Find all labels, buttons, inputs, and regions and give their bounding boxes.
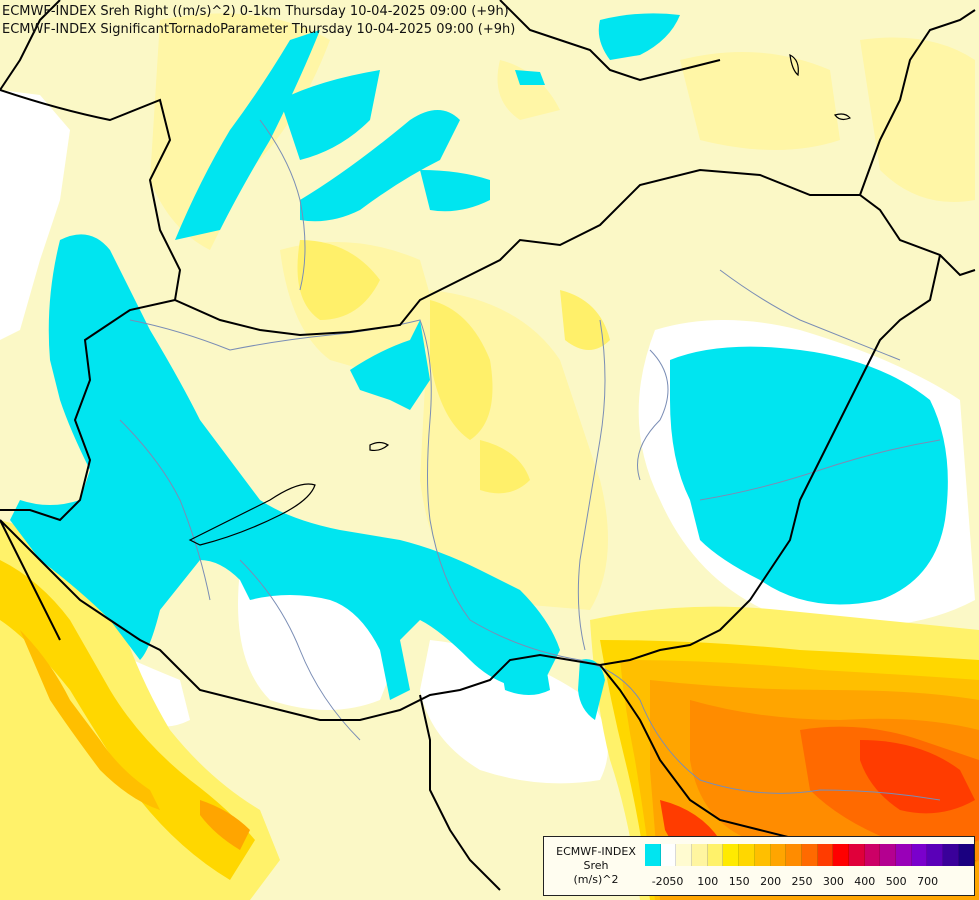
cyan-zones <box>10 13 948 720</box>
color-legend: ECMWF-INDEX Sreh (m/s)^2 -20 50 100 150 200 2… <box>543 836 975 896</box>
legend-tick-label: 150 <box>728 875 750 888</box>
rivers <box>119 119 941 801</box>
legend-tick-label: -20 <box>651 875 670 888</box>
legend-swatch <box>864 844 881 866</box>
legend-swatch <box>801 844 818 866</box>
legend-tick-label: 250 <box>791 875 813 888</box>
legend-swatch <box>707 844 724 866</box>
legend-swatch <box>848 844 865 866</box>
title-line-1: ECMWF-INDEX Sreh Right ((m/s)^2) 0-1km T… <box>2 4 509 19</box>
legend-title-line-1: ECMWF-INDEX <box>556 845 636 858</box>
legend-tick-label: 50 <box>669 875 684 888</box>
legend-swatch <box>786 844 802 866</box>
legend-swatch <box>676 844 693 866</box>
legend-swatch <box>739 844 755 866</box>
legend-tick-label: 200 <box>760 875 782 888</box>
legend-ticks: -20 50 100 150 200 250 300 400 500 700 <box>645 875 970 889</box>
legend-tick-label: 500 <box>885 875 907 888</box>
legend-swatch <box>645 844 661 866</box>
legend-swatch <box>911 844 928 866</box>
lakes <box>188 53 851 546</box>
legend-title: ECMWF-INDEX Sreh (m/s)^2 <box>548 845 644 887</box>
legend-title-line-2: Sreh <box>583 859 609 872</box>
legend-swatch <box>943 844 959 866</box>
legend-tick-label: 400 <box>854 875 876 888</box>
legend-title-line-3: (m/s)^2 <box>573 873 619 886</box>
legend-swatch <box>833 844 849 866</box>
southwest-warm-band <box>0 520 280 900</box>
legend-tick-label: 300 <box>822 875 844 888</box>
map-title: ECMWF-INDEX Sreh Right ((m/s)^2) 0-1km T… <box>2 3 515 39</box>
legend-swatch <box>817 844 834 866</box>
legend-swatch <box>723 844 740 866</box>
legend-tick-label: 700 <box>917 875 939 888</box>
legend-swatch <box>754 844 771 866</box>
legend-swatch <box>660 844 677 866</box>
legend-swatch <box>692 844 708 866</box>
legend-swatches <box>645 844 975 866</box>
legend-swatch <box>880 844 896 866</box>
yellow-zones <box>297 240 610 494</box>
legend-swatch <box>896 844 912 866</box>
legend-tick-label: 100 <box>697 875 719 888</box>
legend-swatch <box>770 844 787 866</box>
title-line-2: ECMWF-INDEX SignificantTornadoParameter … <box>2 22 516 37</box>
legend-swatch <box>927 844 944 866</box>
legend-swatch <box>958 844 975 866</box>
